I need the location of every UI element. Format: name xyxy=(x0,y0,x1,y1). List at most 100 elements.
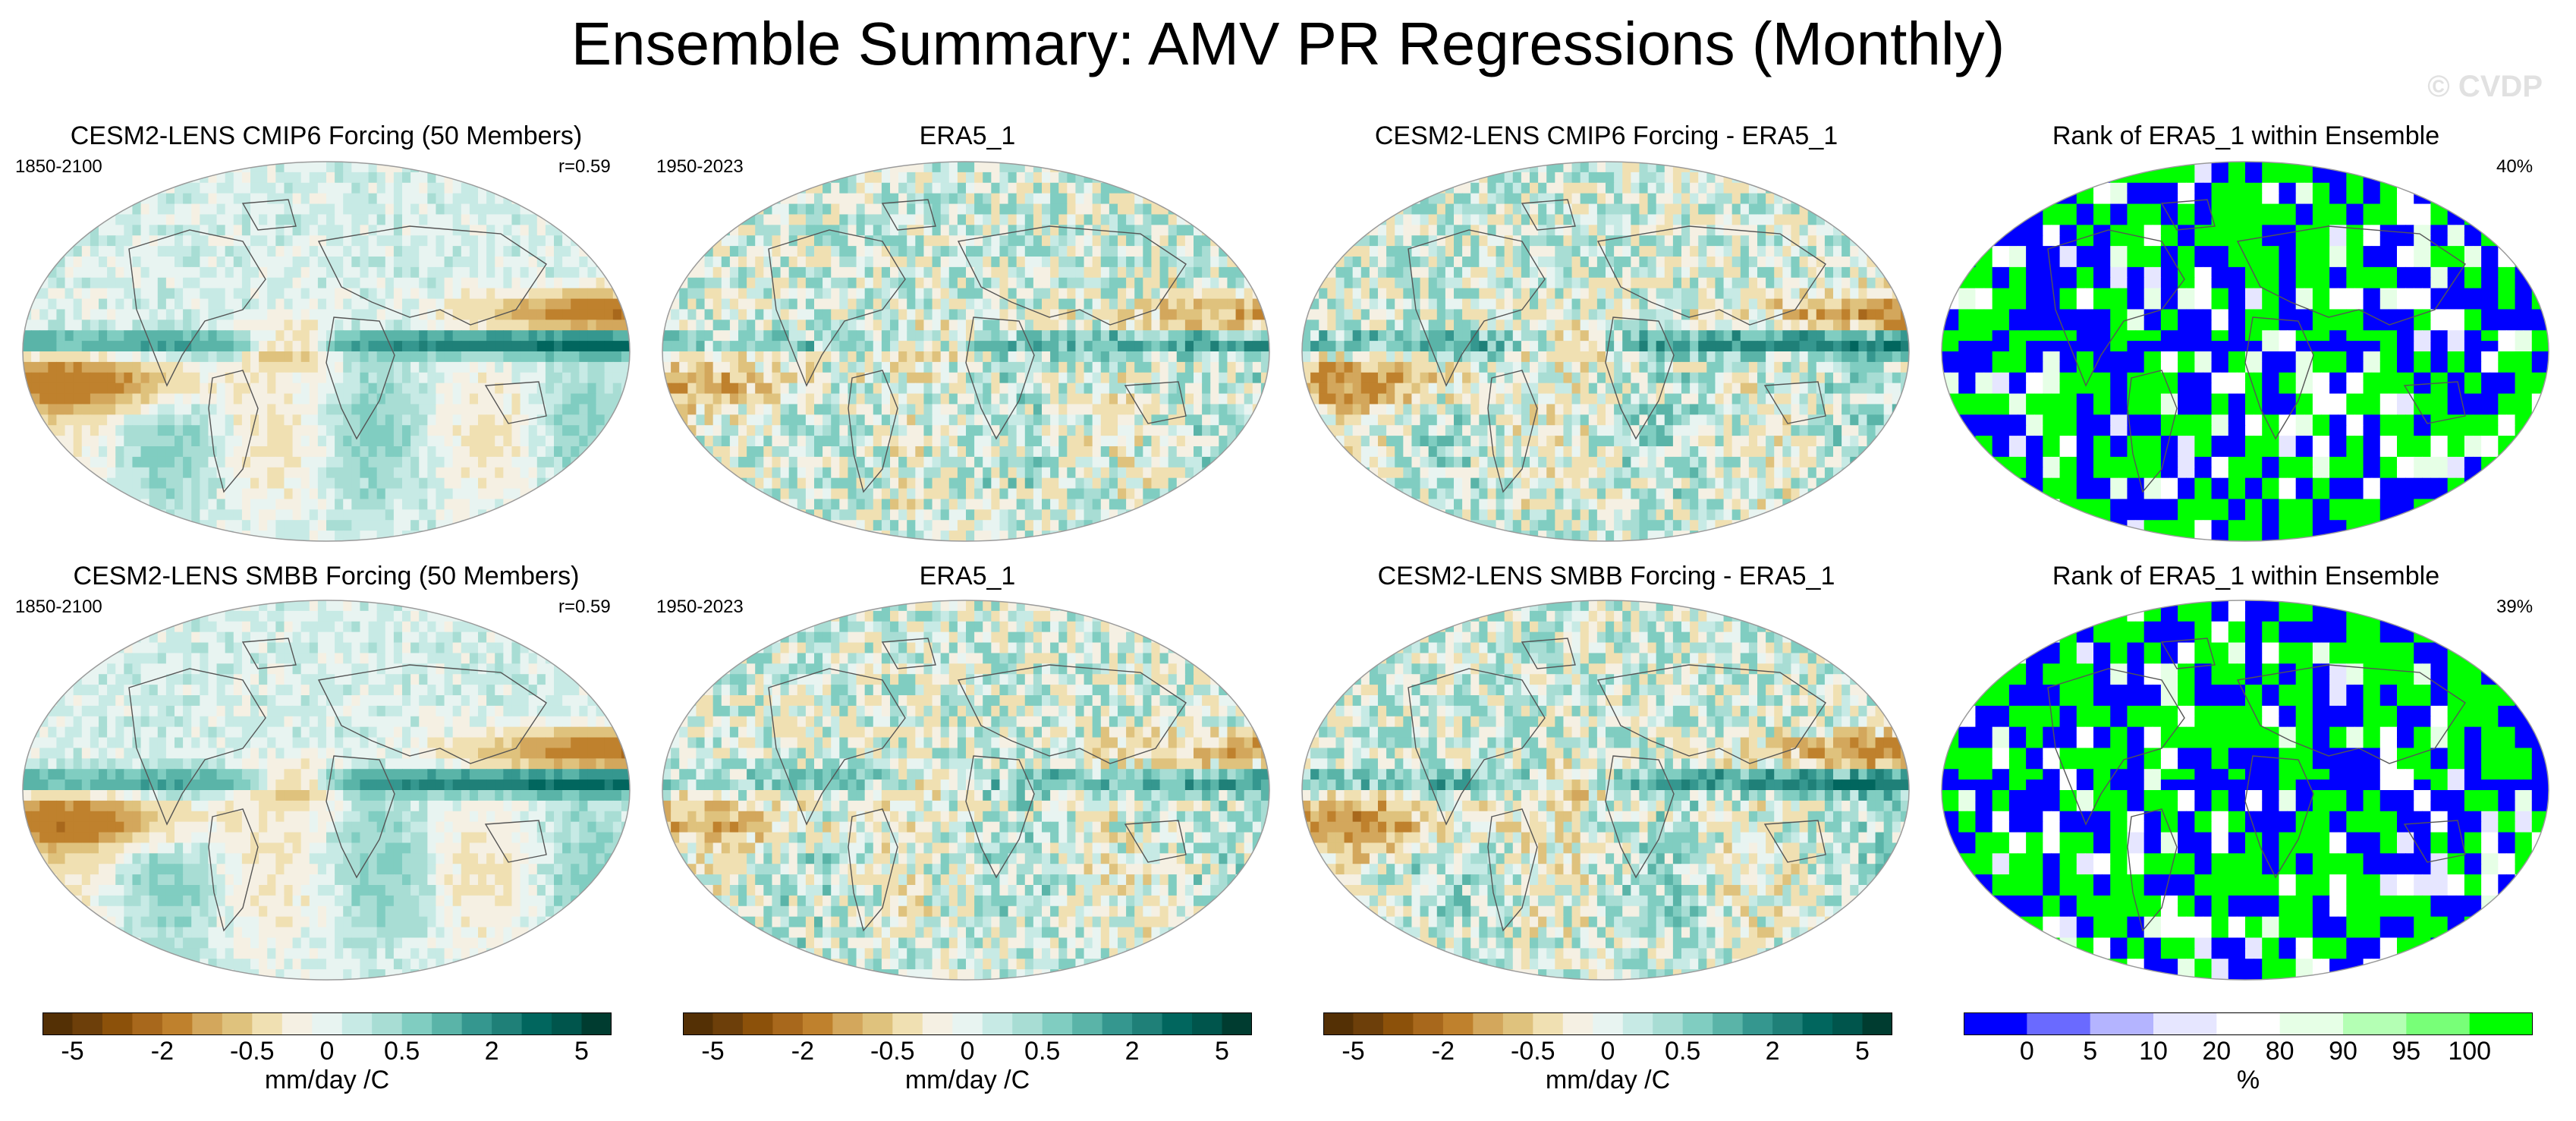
map-cell xyxy=(545,182,555,194)
map-cell xyxy=(351,235,361,247)
map-cell xyxy=(165,446,175,458)
map-cell xyxy=(376,246,386,257)
map-cell xyxy=(797,499,807,510)
map-cell xyxy=(721,162,731,173)
map-cell xyxy=(165,298,175,310)
map-cell xyxy=(957,203,967,216)
map-cell xyxy=(335,330,344,342)
map-cell xyxy=(233,203,243,216)
map-cell xyxy=(326,351,335,363)
map-cell xyxy=(368,162,378,173)
map-cell xyxy=(1084,246,1093,257)
map-cell xyxy=(292,162,302,173)
map-cell xyxy=(1260,246,1269,257)
map-cell xyxy=(469,477,479,490)
map-cell xyxy=(898,341,907,352)
map-cell xyxy=(107,488,116,500)
map-cell xyxy=(1252,414,1262,426)
map-cell xyxy=(241,214,251,225)
map-cell xyxy=(1235,309,1245,320)
map-cell xyxy=(64,520,74,531)
map-cell xyxy=(419,266,428,279)
map-cell xyxy=(1244,404,1253,415)
map-cell xyxy=(1050,298,1059,310)
map-cell xyxy=(729,298,739,310)
map-cell xyxy=(402,383,411,395)
map-cell xyxy=(520,351,530,363)
map-cell xyxy=(814,246,823,257)
map-cell xyxy=(1210,288,1219,300)
map-cell xyxy=(343,214,352,225)
map-cell xyxy=(545,203,555,216)
map-cell xyxy=(621,520,630,531)
map-cell xyxy=(991,404,1001,415)
map-cell xyxy=(410,214,420,225)
map-cell xyxy=(1219,477,1228,490)
map-cell xyxy=(1042,214,1051,225)
map-cell xyxy=(797,383,807,395)
map-cell xyxy=(1008,162,1018,173)
map-cell xyxy=(957,372,967,384)
map-cell xyxy=(788,361,798,373)
map-cell xyxy=(788,341,798,352)
map-cell xyxy=(1143,235,1153,247)
map-cell xyxy=(571,214,580,225)
map-cell xyxy=(1016,383,1026,395)
map-cell xyxy=(1050,351,1059,363)
map-cell xyxy=(376,531,386,541)
map-cell xyxy=(612,214,622,225)
map-cell xyxy=(712,404,722,415)
map-cell xyxy=(1008,257,1018,268)
map-cell xyxy=(999,361,1009,373)
map-cell xyxy=(890,172,899,184)
map-cell xyxy=(932,225,942,236)
map-cell xyxy=(1050,446,1059,458)
map-field xyxy=(662,162,1269,541)
map-cell xyxy=(31,341,40,352)
map-cell xyxy=(1067,235,1077,247)
map-cell xyxy=(39,477,49,490)
map-cell xyxy=(511,446,521,458)
map-cell xyxy=(183,531,192,541)
map-cell xyxy=(805,414,815,426)
map-cell xyxy=(140,361,150,373)
map-cell xyxy=(1084,393,1093,405)
map-cell xyxy=(81,193,91,205)
map-cell xyxy=(56,509,66,521)
map-cell xyxy=(64,246,74,257)
map-cell xyxy=(1202,488,1211,500)
map-cell xyxy=(452,193,462,205)
map-cell xyxy=(56,257,66,268)
map-cell xyxy=(267,203,276,216)
map-cell xyxy=(1210,298,1219,310)
map-cell xyxy=(957,404,967,415)
map-cell xyxy=(31,257,40,268)
map-cell xyxy=(1118,414,1127,426)
map-cell xyxy=(721,341,731,352)
map-cell xyxy=(1050,341,1059,352)
map-cell xyxy=(554,531,563,541)
map-cell xyxy=(419,330,428,342)
map-cell xyxy=(1109,372,1118,384)
map-cell xyxy=(275,531,285,541)
map-cell xyxy=(1084,425,1093,436)
map-cell xyxy=(822,436,832,447)
map-cell xyxy=(208,509,218,521)
map-cell xyxy=(376,203,386,216)
map-cell xyxy=(165,235,175,247)
map-cell xyxy=(1227,182,1237,194)
map-cell xyxy=(385,266,395,279)
map-cell xyxy=(679,214,688,225)
map-cell xyxy=(436,193,445,205)
map-cell xyxy=(1126,235,1135,247)
map-cell xyxy=(90,309,99,320)
map-cell xyxy=(528,172,538,184)
map-cell xyxy=(241,404,251,415)
map-cell xyxy=(687,193,697,205)
map-cell xyxy=(1235,446,1245,458)
map-cell xyxy=(157,193,167,205)
map-cell xyxy=(712,341,722,352)
map-cell xyxy=(385,425,395,436)
map-cell xyxy=(208,277,218,289)
map-cell xyxy=(604,383,614,395)
